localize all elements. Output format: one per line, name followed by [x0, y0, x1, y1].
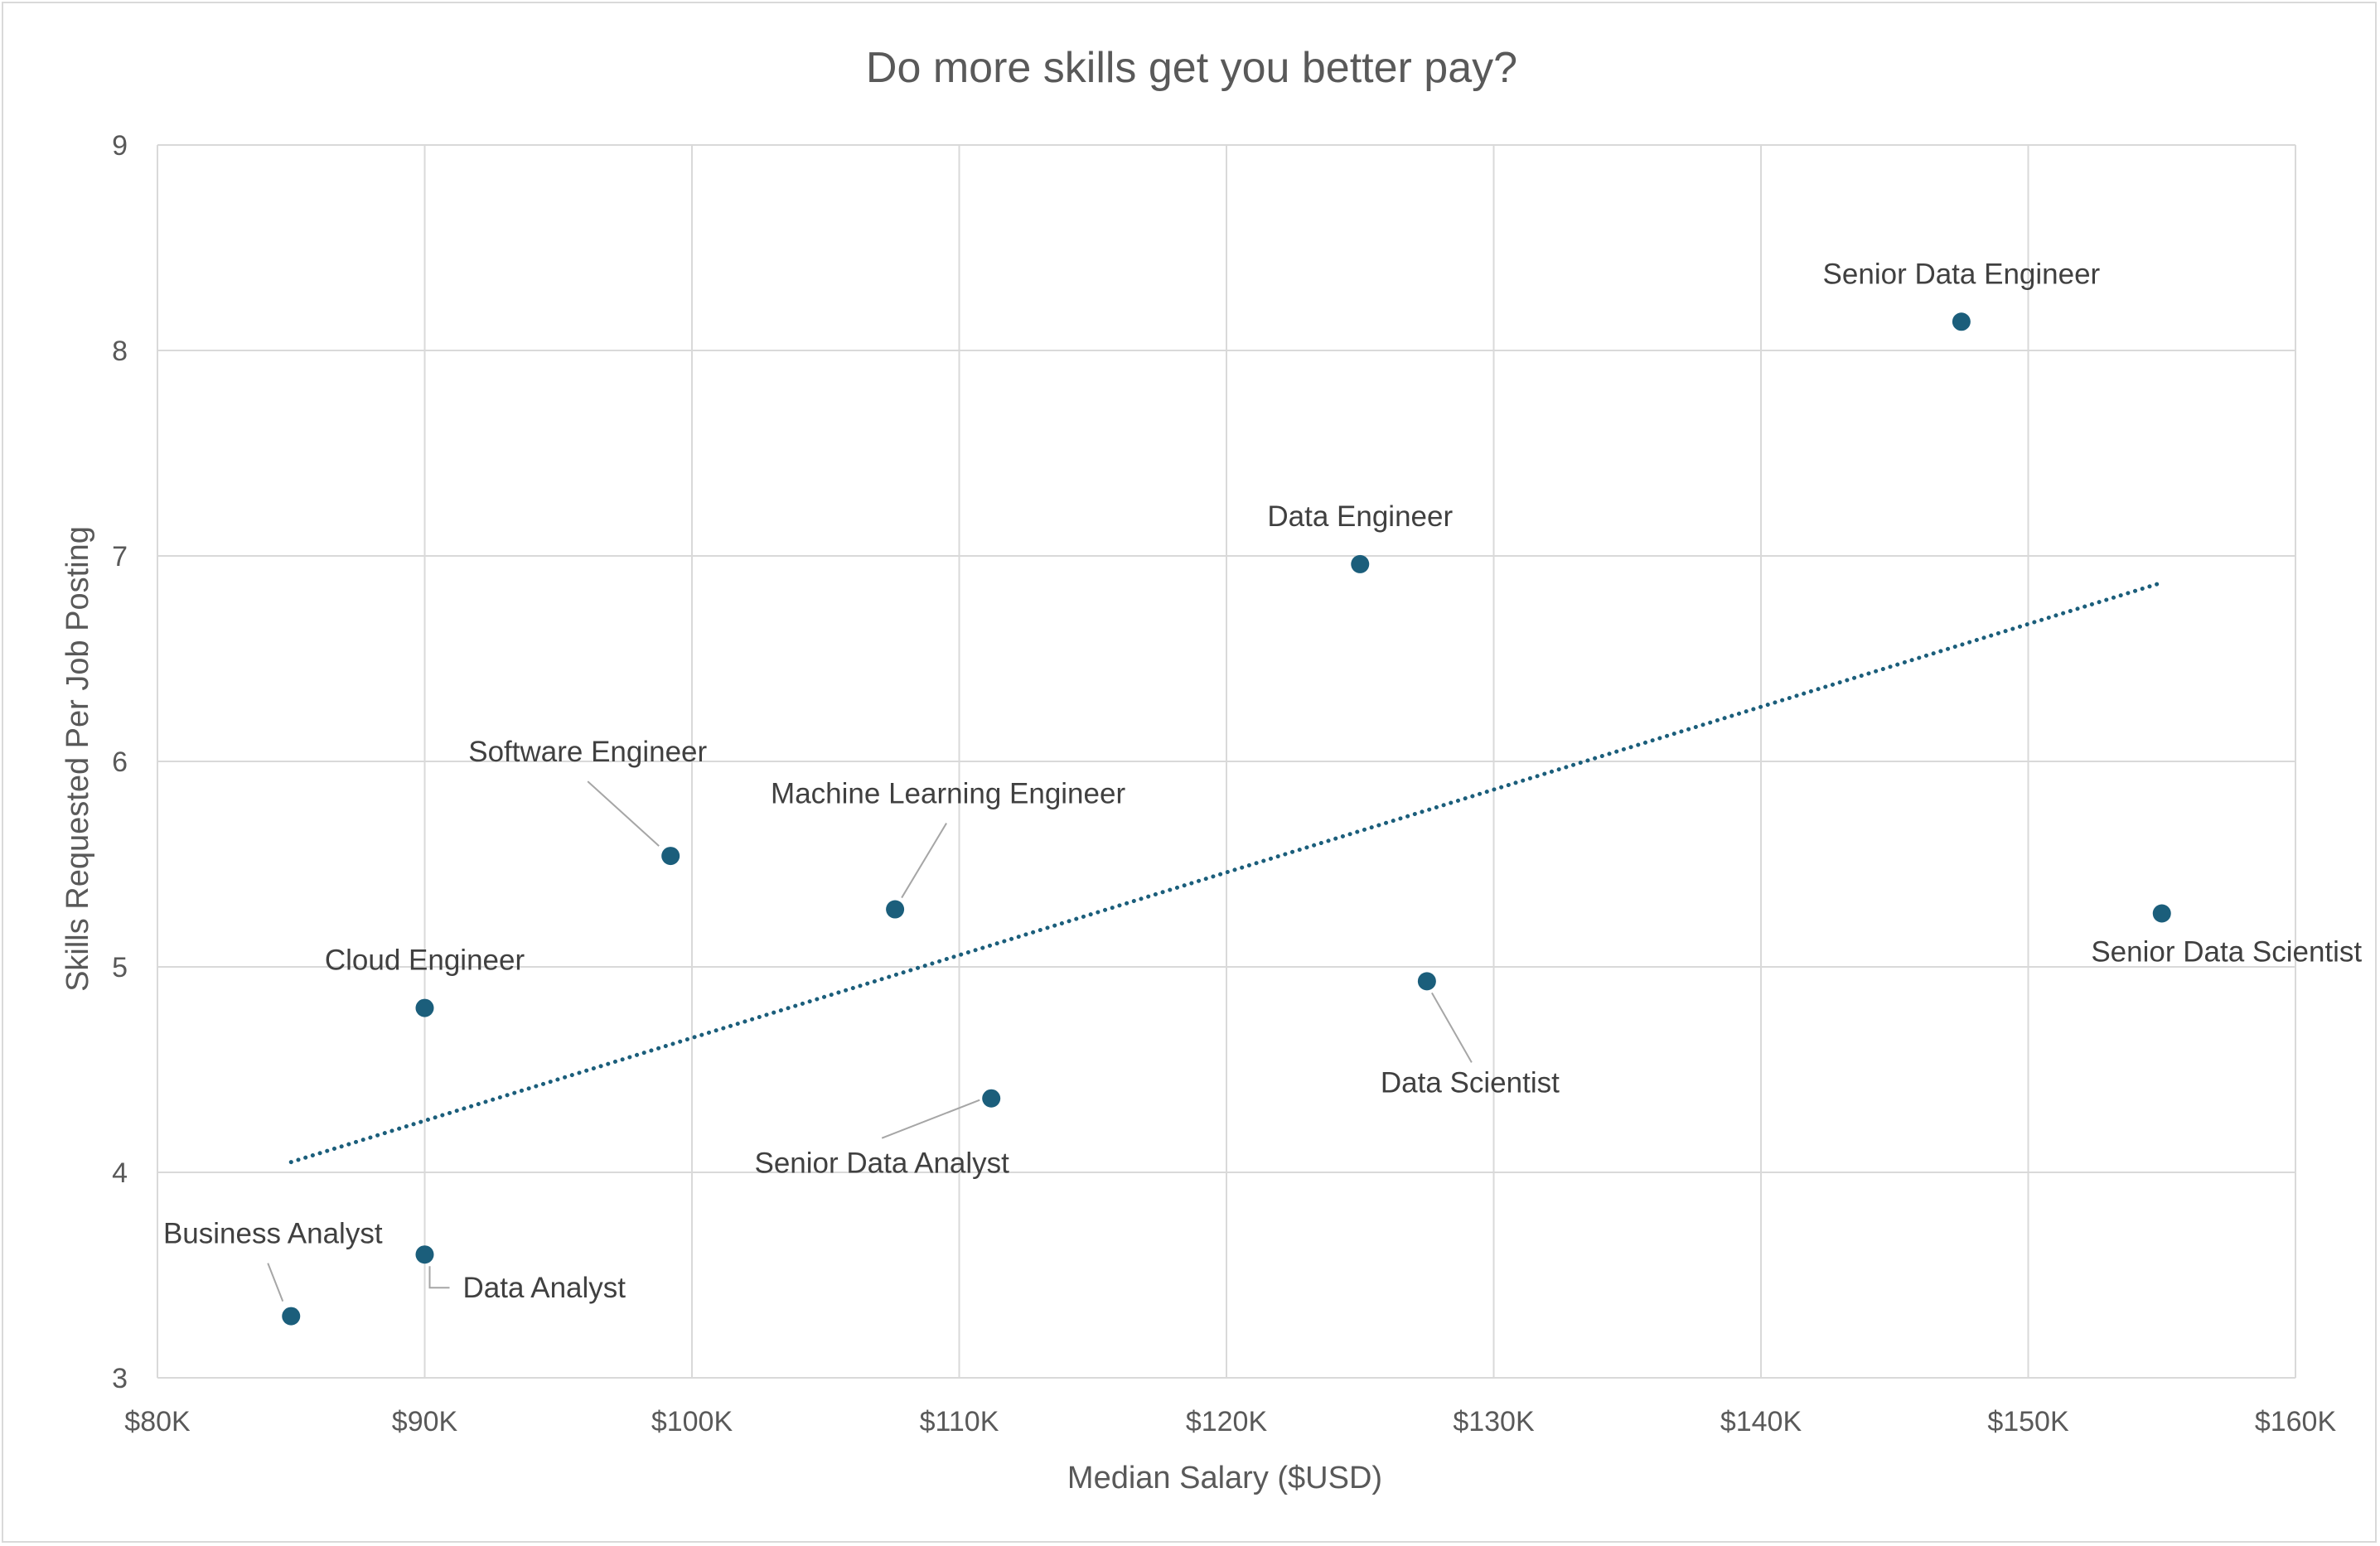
leader-lines — [267, 780, 1473, 1302]
x-tick-label: $90K — [392, 1406, 458, 1437]
data-point — [1351, 554, 1370, 573]
data-point — [1417, 972, 1436, 991]
scatter-chart: Do more skills get you better pay? Busin… — [60, 44, 2362, 1495]
chart-title: Do more skills get you better pay? — [866, 44, 1517, 92]
leader-line — [428, 1266, 450, 1289]
data-point — [415, 1245, 434, 1264]
data-label: Data Scientist — [1381, 1066, 1560, 1099]
y-tick-label: 5 — [112, 952, 128, 983]
x-tick-label: $160K — [2255, 1406, 2337, 1437]
data-label: Cloud Engineer — [325, 945, 525, 977]
x-axis-title: Median Salary ($USD) — [1067, 1461, 1382, 1495]
data-label: Business Analyst — [163, 1218, 383, 1250]
y-tick-label: 7 — [112, 541, 128, 573]
x-tick-label: $120K — [1186, 1406, 1268, 1437]
data-label: Senior Data Analyst — [754, 1147, 1009, 1180]
y-tick-label: 9 — [112, 130, 128, 162]
y-tick-label: 3 — [112, 1363, 128, 1394]
data-point — [415, 998, 434, 1017]
data-label: Machine Learning Engineer — [771, 778, 1125, 810]
data-label: Senior Data Scientist — [2091, 936, 2362, 969]
data-point — [282, 1307, 301, 1326]
y-tick-label: 4 — [112, 1157, 128, 1189]
data-point — [886, 900, 905, 919]
data-label: Senior Data Engineer — [1823, 258, 2101, 290]
x-tick-label: $80K — [124, 1406, 191, 1437]
data-label: Data Engineer — [1267, 500, 1453, 533]
trendline-group — [288, 580, 2165, 1165]
leader-line — [1431, 992, 1473, 1063]
leader-line — [901, 823, 947, 899]
x-tick-label: $140K — [1720, 1406, 1802, 1437]
leader-line — [881, 1099, 980, 1139]
leader-line — [267, 1263, 284, 1302]
tick-labels: $80K $90K $100K $110K $120K $130K $140K $150K $1… — [112, 130, 2336, 1437]
trendline — [288, 580, 2165, 1165]
data-points — [282, 312, 2171, 1326]
data-point — [1952, 312, 1971, 331]
leader-line — [587, 780, 660, 847]
data-point — [2152, 904, 2171, 923]
data-labels: Business Analyst Data Analyst Cloud Engine… — [163, 258, 2362, 1304]
data-label: Data Analyst — [463, 1272, 626, 1304]
x-tick-label: $150K — [1987, 1406, 2069, 1437]
data-label: Software Engineer — [468, 736, 707, 768]
x-tick-label: $130K — [1453, 1406, 1535, 1437]
y-axis-title: Skills Requested Per Job Posting — [60, 526, 95, 992]
data-point — [982, 1089, 1001, 1108]
x-tick-label: $100K — [651, 1406, 733, 1437]
gridlines — [157, 144, 2296, 1379]
y-tick-label: 6 — [112, 746, 128, 778]
x-tick-label: $110K — [920, 1406, 999, 1437]
data-point — [661, 847, 680, 866]
y-tick-label: 8 — [112, 336, 128, 367]
